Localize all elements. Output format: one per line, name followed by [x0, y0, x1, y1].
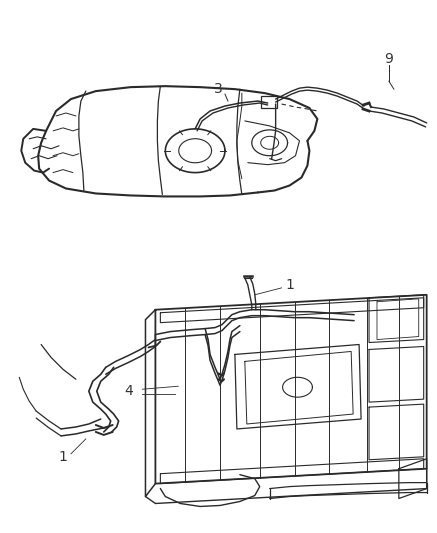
Text: 1: 1 — [285, 278, 294, 292]
FancyBboxPatch shape — [261, 96, 277, 108]
Text: 9: 9 — [385, 52, 393, 66]
Text: 1: 1 — [59, 450, 67, 464]
Text: 4: 4 — [124, 384, 133, 398]
Text: 3: 3 — [214, 82, 222, 96]
